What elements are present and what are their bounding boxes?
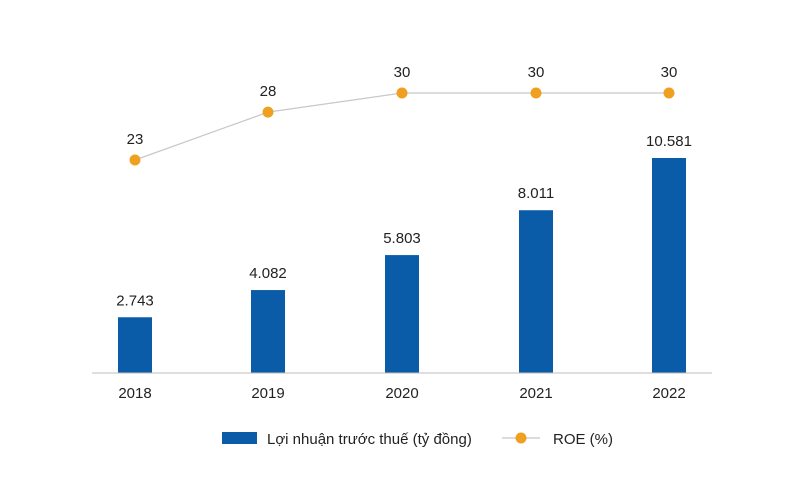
roe-point-2021 [530, 87, 542, 99]
legend-label-profit: Lợi nhuận trước thuế (tỷ đồng) [267, 431, 472, 448]
bar-2018 [118, 317, 152, 373]
roe-line [134, 92, 669, 161]
legend: Lợi nhuận trước thuế (tỷ đồng) ROE (%) [222, 431, 613, 448]
bar-2020 [385, 255, 419, 373]
legend-swatch-roe-marker [515, 432, 527, 444]
roe-point-2020 [396, 87, 408, 99]
roe-point-2022 [663, 87, 675, 99]
roe-label-2019: 28 [260, 83, 277, 100]
x-tick-2021: 2021 [519, 385, 552, 402]
x-tick-2018: 2018 [118, 385, 151, 402]
bar-label-2018: 2.743 [116, 292, 154, 309]
bar-label-2020: 5.803 [383, 230, 421, 247]
bars-layer: 2.743 4.082 5.803 8.011 10.581 [116, 133, 692, 373]
roe-point-2018 [129, 154, 141, 166]
bar-2021 [519, 210, 553, 373]
roe-label-2022: 30 [661, 64, 678, 81]
bar-label-2022: 10.581 [646, 133, 692, 150]
bar-label-2019: 4.082 [249, 265, 287, 282]
roe-point-2019 [262, 106, 274, 118]
bar-label-2021: 8.011 [518, 185, 554, 202]
x-tick-2020: 2020 [385, 385, 418, 402]
legend-swatch-profit [222, 432, 257, 444]
legend-label-roe: ROE (%) [553, 431, 613, 448]
x-tick-2019: 2019 [251, 385, 284, 402]
roe-label-2020: 30 [394, 64, 411, 81]
roe-line-layer: 23 28 30 30 30 [127, 64, 678, 166]
x-tick-labels: 2018 2019 2020 2021 2022 [118, 385, 685, 402]
bar-2019 [251, 290, 285, 373]
roe-label-2021: 30 [528, 64, 545, 81]
x-tick-2022: 2022 [652, 385, 685, 402]
bar-2022 [652, 158, 686, 373]
roe-label-2018: 23 [127, 131, 144, 148]
